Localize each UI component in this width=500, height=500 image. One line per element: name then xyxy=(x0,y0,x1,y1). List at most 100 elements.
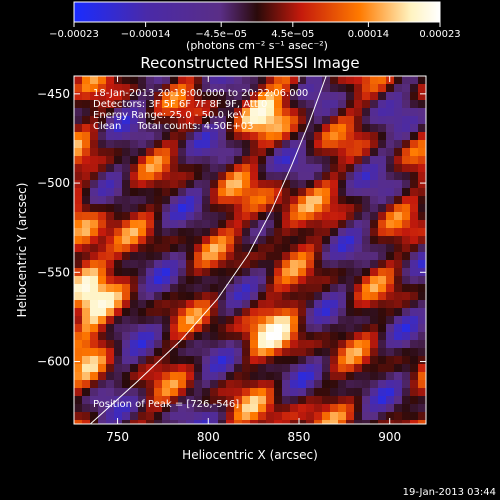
heatmap-cell xyxy=(82,244,90,252)
heatmap-cell xyxy=(234,156,242,164)
heatmap-cell xyxy=(290,228,298,236)
heatmap-cell xyxy=(338,172,346,180)
heatmap-cell xyxy=(146,332,154,340)
heatmap-cell xyxy=(226,100,234,108)
heatmap-cell xyxy=(146,124,154,132)
heatmap-cell xyxy=(274,252,282,260)
heatmap-cell xyxy=(154,372,162,380)
heatmap-cell xyxy=(378,156,386,164)
heatmap-cell xyxy=(418,148,426,156)
heatmap-cell xyxy=(138,340,146,348)
heatmap-cell xyxy=(410,380,418,388)
heatmap-cell xyxy=(138,236,146,244)
heatmap-cell xyxy=(266,268,274,276)
heatmap-cell xyxy=(354,348,362,356)
heatmap-cell xyxy=(298,84,306,92)
heatmap-cell xyxy=(210,324,218,332)
heatmap-cell xyxy=(290,388,298,396)
heatmap-cell xyxy=(258,172,266,180)
heatmap-cell xyxy=(138,396,146,404)
heatmap-cell xyxy=(378,76,386,84)
heatmap-cell xyxy=(98,372,106,380)
heatmap-cell xyxy=(330,380,338,388)
heatmap-cell xyxy=(234,100,242,108)
heatmap-cell xyxy=(194,332,202,340)
heatmap-cell xyxy=(154,148,162,156)
heatmap-cell xyxy=(186,220,194,228)
heatmap-cell xyxy=(298,172,306,180)
heatmap-cell xyxy=(186,188,194,196)
heatmap-cell xyxy=(354,356,362,364)
heatmap-cell xyxy=(202,124,210,132)
heatmap-cell xyxy=(226,396,234,404)
heatmap-cell xyxy=(378,124,386,132)
heatmap-cell xyxy=(98,308,106,316)
heatmap-cell xyxy=(194,284,202,292)
heatmap-cell xyxy=(186,84,194,92)
heatmap-cell xyxy=(90,396,98,404)
heatmap-cell xyxy=(298,100,306,108)
heatmap-cell xyxy=(194,316,202,324)
heatmap-cell xyxy=(394,308,402,316)
heatmap-cell xyxy=(194,76,202,84)
heatmap-cell xyxy=(202,92,210,100)
heatmap-cell xyxy=(370,76,378,84)
heatmap-cell xyxy=(146,268,154,276)
heatmap-cell xyxy=(114,316,122,324)
heatmap-cell xyxy=(242,348,250,356)
heatmap-cell xyxy=(330,340,338,348)
heatmap-cell xyxy=(418,332,426,340)
heatmap-cell xyxy=(90,284,98,292)
heatmap-cell xyxy=(154,156,162,164)
heatmap-cell xyxy=(122,308,130,316)
heatmap-cell xyxy=(354,124,362,132)
heatmap-cell xyxy=(170,284,178,292)
heatmap-cell xyxy=(122,84,130,92)
heatmap-cell xyxy=(274,140,282,148)
heatmap-cell xyxy=(306,404,314,412)
heatmap-cell xyxy=(386,396,394,404)
heatmap-cell xyxy=(346,260,354,268)
heatmap-cell xyxy=(178,148,186,156)
heatmap-cell xyxy=(122,204,130,212)
heatmap-cell xyxy=(186,412,194,420)
heatmap-cell xyxy=(370,404,378,412)
heatmap-cell xyxy=(274,92,282,100)
heatmap-cell xyxy=(98,420,106,424)
heatmap-cell xyxy=(90,172,98,180)
heatmap-cell xyxy=(282,308,290,316)
heatmap-cell xyxy=(154,348,162,356)
heatmap-cell xyxy=(178,108,186,116)
heatmap-cell xyxy=(330,76,338,84)
heatmap-cell xyxy=(370,260,378,268)
heatmap-cell xyxy=(210,252,218,260)
heatmap-cell xyxy=(186,108,194,116)
heatmap-cell xyxy=(202,404,210,412)
heatmap-cell xyxy=(218,212,226,220)
heatmap-cell xyxy=(330,84,338,92)
heatmap-cell xyxy=(194,148,202,156)
heatmap-cell xyxy=(242,276,250,284)
heatmap-cell xyxy=(170,196,178,204)
heatmap-cell xyxy=(90,260,98,268)
heatmap-cell xyxy=(90,332,98,340)
heatmap-cell xyxy=(154,100,162,108)
heatmap-cell xyxy=(298,236,306,244)
heatmap-cell xyxy=(346,412,354,420)
heatmap-cell xyxy=(378,348,386,356)
heatmap-cell xyxy=(90,228,98,236)
heatmap-cell xyxy=(338,348,346,356)
heatmap-cell xyxy=(330,356,338,364)
heatmap-cell xyxy=(170,164,178,172)
heatmap-cell xyxy=(226,212,234,220)
heatmap-cell xyxy=(282,180,290,188)
heatmap-cell xyxy=(258,180,266,188)
heatmap-cell xyxy=(218,332,226,340)
heatmap-cell xyxy=(298,212,306,220)
heatmap-cell xyxy=(90,236,98,244)
heatmap-cell xyxy=(186,156,194,164)
heatmap-cell xyxy=(130,132,138,140)
heatmap-cell xyxy=(362,212,370,220)
heatmap-cell xyxy=(114,380,122,388)
heatmap-cell xyxy=(330,148,338,156)
